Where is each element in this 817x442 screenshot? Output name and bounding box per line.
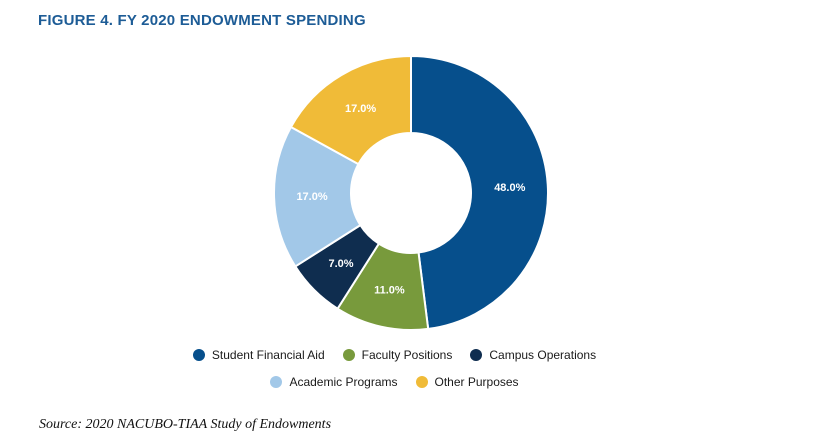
legend-label-student-financial-aid: Student Financial Aid	[211, 348, 325, 362]
legend-item-student-financial-aid: Student Financial Aid	[192, 348, 325, 362]
legend-swatch-other-purposes	[415, 376, 428, 388]
slice-label-academic-programs: 17.0%	[296, 191, 327, 203]
slice-label-other-purposes: 17.0%	[345, 103, 376, 115]
legend-row-1: Student Financial Aid Faculty Positions Ca…	[0, 348, 803, 362]
legend-label-campus-operations: Campus Operations	[489, 348, 597, 362]
slice-academic-programs	[273, 125, 362, 268]
legend-label-other-purposes: Other Purposes	[434, 375, 519, 389]
legend-swatch-academic-programs	[270, 376, 283, 388]
figure-title: FIGURE 4. FY 2020 ENDOWMENT SPENDING	[38, 12, 366, 29]
slice-label-campus-operations: 7.0%	[328, 258, 353, 270]
legend-item-campus-operations: Campus Operations	[470, 348, 596, 362]
legend-label-faculty-positions: Faculty Positions	[361, 348, 453, 362]
slice-student-financial-aid	[410, 54, 549, 331]
slice-label-student-financial-aid: 48.0%	[494, 182, 525, 194]
legend-swatch-campus-operations	[470, 349, 483, 361]
slice-label-faculty-positions: 11.0%	[374, 285, 405, 297]
legend-item-faculty-positions: Faculty Positions	[342, 348, 453, 362]
legend-swatch-student-financial-aid	[192, 349, 205, 361]
legend-item-other-purposes: Other Purposes	[415, 375, 519, 389]
legend-label-academic-programs: Academic Programs	[289, 375, 398, 389]
slice-other-purposes	[289, 54, 412, 166]
legend-item-academic-programs: Academic Programs	[270, 375, 398, 389]
legend-swatch-faculty-positions	[342, 349, 355, 361]
legend-row-2: Academic Programs Other Purposes	[0, 375, 803, 389]
source-note: Source: 2020 NACUBO-TIAA Study of Endowm…	[39, 417, 332, 432]
